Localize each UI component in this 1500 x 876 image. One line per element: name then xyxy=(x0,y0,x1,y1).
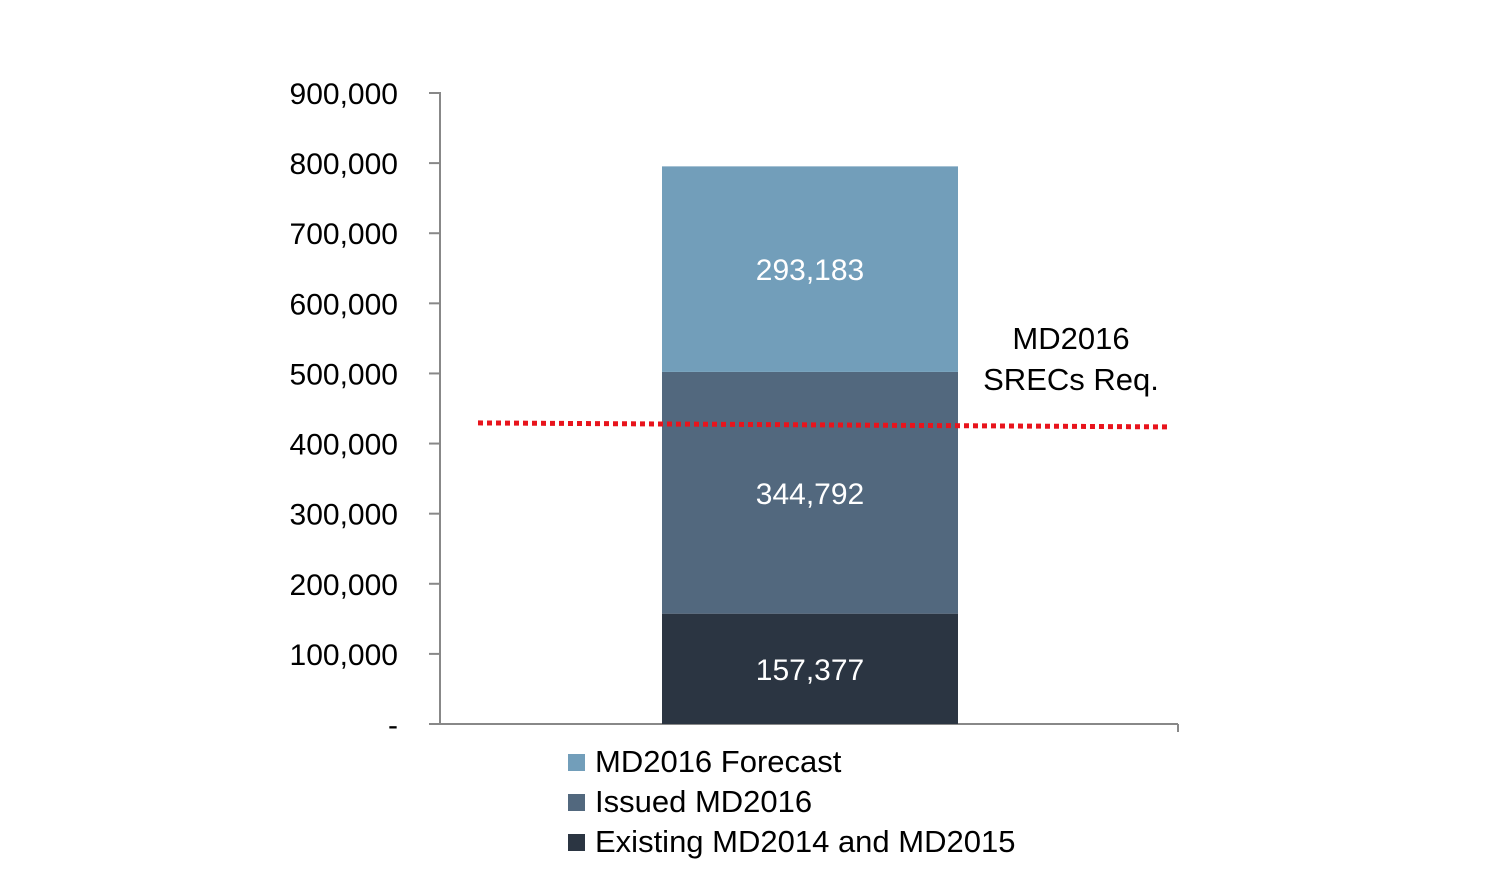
y-tick-label: 300,000 xyxy=(290,499,398,532)
bar-segment xyxy=(662,166,958,372)
y-tick-label: - xyxy=(388,709,398,742)
data-label: 157,377 xyxy=(756,654,864,687)
y-tick-label: 200,000 xyxy=(290,569,398,602)
reference-line xyxy=(477,420,1171,430)
data-label: 344,792 xyxy=(756,478,864,511)
legend-item: MD2016 Forecast xyxy=(568,742,1015,782)
axes: - 100,000 200,000 300,000 400,000 500,000 600,… xyxy=(290,78,1179,742)
y-tick-label: 600,000 xyxy=(290,288,398,321)
bar-segment xyxy=(662,371,958,614)
reference-line-label: MD2016 xyxy=(1012,321,1129,356)
data-label: 293,183 xyxy=(756,254,864,287)
legend-swatch xyxy=(568,833,585,851)
bar-stack: 157,377 344,792 293,183 xyxy=(662,166,958,724)
legend-item: Issued MD2016 xyxy=(568,782,1015,822)
legend-label: MD2016 Forecast xyxy=(595,744,842,779)
legend-label: Issued MD2016 xyxy=(595,784,813,819)
reference-line-group: MD2016 SRECs Req. xyxy=(477,321,1171,430)
y-tick-label: 400,000 xyxy=(290,429,398,462)
legend-swatch xyxy=(568,753,585,771)
bar-segment xyxy=(662,613,958,724)
y-tick-label: 500,000 xyxy=(290,358,398,391)
y-tick-label: 700,000 xyxy=(290,218,398,251)
reference-line-label: SRECs Req. xyxy=(983,362,1159,397)
legend: MD2016 Forecast Issued MD2016 Existing MD2… xyxy=(568,742,1015,862)
legend-item: Existing MD2014 and MD2015 xyxy=(568,822,1015,862)
y-tick-label: 800,000 xyxy=(290,148,398,181)
y-tick-label: 100,000 xyxy=(290,639,398,672)
legend-label: Existing MD2014 and MD2015 xyxy=(595,824,1016,859)
y-ticks: - 100,000 200,000 300,000 400,000 500,000 600,… xyxy=(290,78,440,742)
legend-swatch xyxy=(568,793,585,811)
y-tick-label: 900,000 xyxy=(290,78,398,111)
